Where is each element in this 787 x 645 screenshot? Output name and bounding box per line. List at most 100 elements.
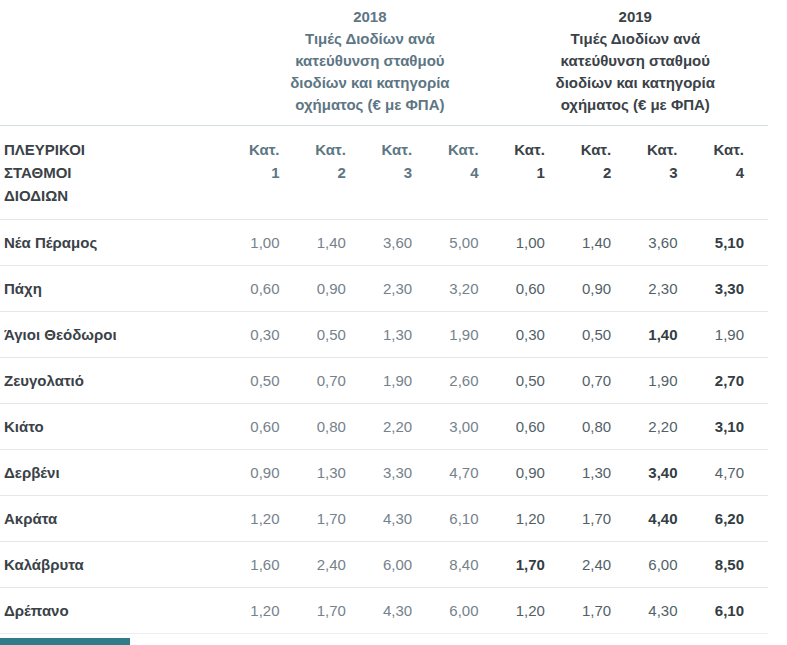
station-header-line: ΣΤΑΘΜΟΙ [4,161,236,184]
price-cell-2018: 0,90 [237,450,303,496]
year-subtitle-line: κατεύθυνση σταθμού [237,50,502,72]
year-header-2018: 2018 Τιμές Διοδίων ανάκατεύθυνση σταθμού… [237,0,502,126]
price-cell-2018: 4,70 [436,450,502,496]
price-cell-2019: 1,70 [569,496,635,542]
price-cell-2019: 0,80 [569,404,635,450]
station-name: Πάχη [0,266,237,312]
price-cell-2019: 0,50 [503,358,569,404]
price-cell-2019: 8,50 [702,542,768,588]
price-cell-2019: 2,30 [635,266,701,312]
station-name: Καλάβρυτα [0,542,237,588]
price-cell-2019: 2,70 [702,358,768,404]
station-column-header: ΠΛΕΥΡΙΚΟΙΣΤΑΘΜΟΙΔΙΟΔΙΩΝ [0,126,237,220]
station-name: Ακράτα [0,496,237,542]
price-cell-2019: 1,20 [503,588,569,634]
corner-spacer [0,0,237,126]
station-name: Κιάτο [0,404,237,450]
table-row: Ζευγολατιό0,500,701,902,600,500,701,902,… [0,358,768,404]
price-cell-2019: 0,60 [503,266,569,312]
table-row: Νέα Πέραμος1,001,403,605,001,001,403,605… [0,220,768,266]
price-cell-2019: 3,10 [702,404,768,450]
price-cell-2018: 6,10 [436,496,502,542]
price-cell-2018: 1,70 [304,588,370,634]
price-cell-2018: 1,20 [237,588,303,634]
price-cell-2019: 3,60 [635,220,701,266]
price-cell-2018: 0,50 [237,358,303,404]
price-cell-2018: 4,30 [370,588,436,634]
price-cell-2019: 0,50 [569,312,635,358]
price-cell-2018: 1,30 [370,312,436,358]
station-header-line: ΔΙΟΔΙΩΝ [4,184,236,207]
category-header: Κατ.1 [503,126,569,220]
price-cell-2018: 1,70 [304,496,370,542]
price-cell-2019: 1,90 [702,312,768,358]
category-header: Κατ.1 [237,126,303,220]
price-cell-2019: 1,40 [635,312,701,358]
category-header: Κατ.4 [436,126,502,220]
price-cell-2018: 3,00 [436,404,502,450]
year-label-2019: 2019 [503,6,768,28]
station-name: Άγιοι Θεόδωροι [0,312,237,358]
price-cell-2018: 2,60 [436,358,502,404]
table-row: Καλάβρυτα1,602,406,008,401,702,406,008,5… [0,542,768,588]
price-cell-2019: 1,70 [569,588,635,634]
price-cell-2018: 0,30 [237,312,303,358]
price-cell-2018: 0,80 [304,404,370,450]
year-subtitle-2018: Τιμές Διοδίων ανάκατεύθυνση σταθμούδιοδί… [237,28,502,116]
price-cell-2018: 2,30 [370,266,436,312]
price-cell-2019: 3,40 [635,450,701,496]
price-cell-2018: 5,00 [436,220,502,266]
price-cell-2018: 0,70 [304,358,370,404]
price-cell-2018: 0,60 [237,266,303,312]
table-row: Κιάτο0,600,802,203,000,600,802,203,10 [0,404,768,450]
year-subtitle-line: Τιμές Διοδίων ανά [503,28,768,50]
price-cell-2018: 6,00 [436,588,502,634]
price-cell-2018: 2,20 [370,404,436,450]
price-cell-2019: 0,90 [569,266,635,312]
station-header-line: ΠΛΕΥΡΙΚΟΙ [4,138,236,161]
price-cell-2019: 0,70 [569,358,635,404]
year-subtitle-line: διοδίων και κατηγορία [503,72,768,94]
price-cell-2019: 4,40 [635,496,701,542]
category-header: Κατ.2 [304,126,370,220]
category-header: Κατ.2 [569,126,635,220]
price-cell-2019: 1,90 [635,358,701,404]
price-cell-2018: 3,20 [436,266,502,312]
station-name: Δρέπανο [0,588,237,634]
price-cell-2019: 0,30 [503,312,569,358]
category-header: Κατ.4 [702,126,768,220]
price-cell-2018: 1,90 [370,358,436,404]
price-cell-2019: 1,70 [503,542,569,588]
category-header-row: ΠΛΕΥΡΙΚΟΙΣΤΑΘΜΟΙΔΙΟΔΙΩΝ Κατ.1Κατ.2Κατ.3Κ… [0,126,768,220]
year-subtitle-line: Τιμές Διοδίων ανά [237,28,502,50]
station-name: Ζευγολατιό [0,358,237,404]
table-row: Δρέπανο1,201,704,306,001,201,704,306,10 [0,588,768,634]
price-cell-2018: 0,60 [237,404,303,450]
price-cell-2019: 6,10 [702,588,768,634]
year-subtitle-line: οχήματος (€ με ΦΠΑ) [503,94,768,116]
price-cell-2019: 1,00 [503,220,569,266]
station-name: Δερβένι [0,450,237,496]
price-cell-2018: 0,50 [304,312,370,358]
price-cell-2019: 2,40 [569,542,635,588]
price-cell-2018: 8,40 [436,542,502,588]
price-cell-2018: 1,00 [237,220,303,266]
year-header-row: 2018 Τιμές Διοδίων ανάκατεύθυνση σταθμού… [0,0,768,126]
price-cell-2019: 1,30 [569,450,635,496]
price-cell-2018: 3,60 [370,220,436,266]
table-row: Πάχη0,600,902,303,200,600,902,303,30 [0,266,768,312]
station-name: Νέα Πέραμος [0,220,237,266]
price-cell-2018: 0,90 [304,266,370,312]
price-cell-2018: 2,40 [304,542,370,588]
year-subtitle-line: διοδίων και κατηγορία [237,72,502,94]
price-cell-2019: 6,20 [702,496,768,542]
price-cell-2018: 6,00 [370,542,436,588]
price-cell-2019: 4,70 [702,450,768,496]
price-cell-2018: 3,30 [370,450,436,496]
category-header: Κατ.3 [370,126,436,220]
year-subtitle-line: κατεύθυνση σταθμού [503,50,768,72]
category-header: Κατ.3 [635,126,701,220]
price-cell-2019: 4,30 [635,588,701,634]
year-header-2019: 2019 Τιμές Διοδίων ανάκατεύθυνση σταθμού… [503,0,768,126]
price-cell-2019: 3,30 [702,266,768,312]
